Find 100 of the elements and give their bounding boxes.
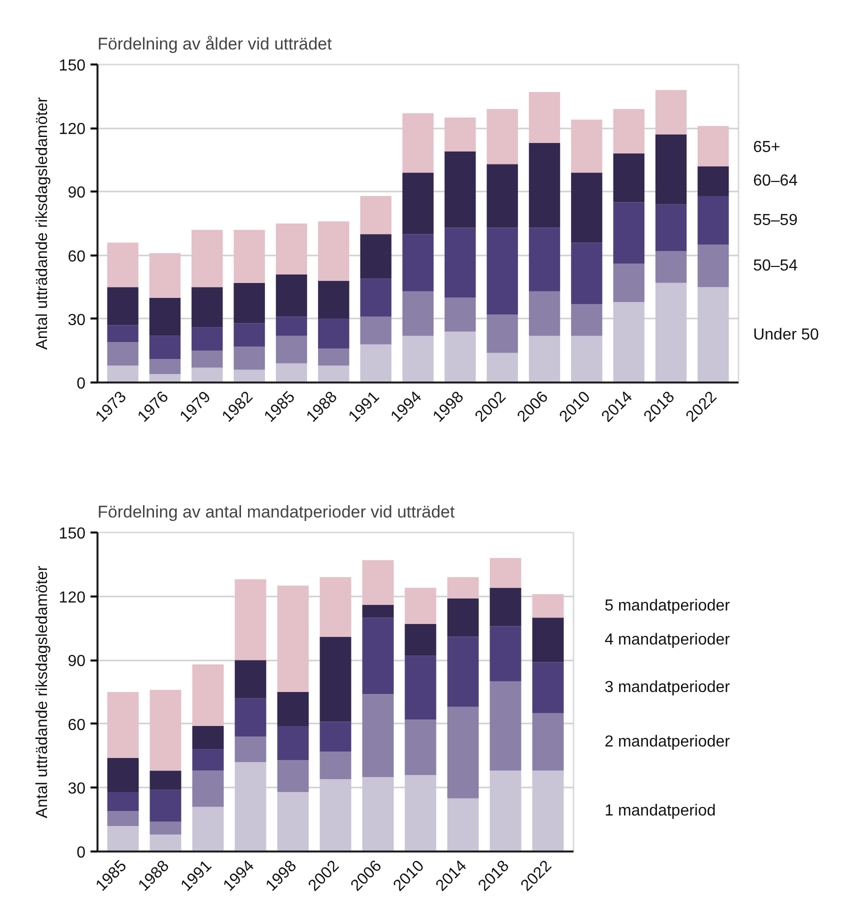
bar: [107, 826, 139, 852]
bar: [276, 316, 308, 336]
y-axis-title: Antal utträdande riksdagsledamöter: [34, 565, 51, 818]
text: 5 mandatperioder: [604, 597, 731, 614]
bar: [532, 662, 564, 714]
bar: [571, 242, 602, 304]
bar: [149, 298, 181, 336]
bar: [150, 790, 182, 822]
bar: [318, 280, 350, 319]
bar: [613, 154, 644, 202]
y-tick-label: 60: [68, 716, 86, 734]
bar: [486, 164, 518, 228]
bar: [360, 234, 392, 279]
bar: [528, 336, 560, 382]
bar: [532, 594, 564, 618]
bar: [234, 579, 266, 660]
bar: [402, 234, 434, 292]
bar: [613, 109, 644, 154]
bar: [277, 692, 309, 726]
series-label: 60–64: [753, 172, 798, 190]
bar: [192, 749, 224, 771]
bar: [444, 118, 476, 152]
bar: [447, 636, 479, 707]
bar: [192, 287, 223, 328]
text: 3 mandatperioder: [604, 679, 731, 696]
y-tick-label: 0: [76, 376, 86, 392]
bar: [613, 202, 644, 264]
bar: [486, 314, 518, 353]
bar: [150, 834, 182, 852]
bar: [192, 664, 224, 726]
bar: [107, 792, 139, 812]
series-label: 50–54: [753, 257, 798, 274]
bar: [360, 196, 392, 234]
bar: [276, 224, 308, 274]
bar: [444, 228, 476, 298]
bar: [571, 336, 602, 382]
bar: [402, 172, 434, 234]
bar: [362, 604, 394, 618]
y-tick-label: 150: [58, 58, 86, 74]
bar: [277, 792, 309, 852]
bar: [277, 726, 309, 760]
bar: [277, 760, 309, 792]
bar: [404, 624, 436, 656]
bar: [402, 336, 434, 382]
bar: [360, 344, 392, 382]
y-tick-label: 120: [58, 121, 86, 138]
bar: [362, 618, 394, 694]
bar: [447, 598, 479, 637]
text: 1 mandatperiod: [604, 802, 716, 820]
bar: [360, 278, 392, 317]
bar: [404, 656, 436, 720]
bar: [698, 126, 729, 166]
bar: [532, 713, 564, 771]
bar: [490, 626, 522, 682]
bar: [532, 618, 564, 662]
bar: [320, 636, 352, 722]
bar: [655, 134, 687, 204]
bar: [655, 251, 687, 283]
y-tick-label: 120: [58, 589, 86, 606]
bar: [360, 316, 392, 344]
y-tick-label: 30: [68, 312, 86, 329]
y-tick-label: 90: [68, 653, 86, 670]
bar: [490, 681, 522, 771]
bar: [486, 109, 518, 164]
y-axis-title: Antal utträdande riksdagsledamöter: [34, 96, 51, 350]
y-tick-label: 150: [58, 526, 86, 542]
bar: [404, 720, 436, 775]
bar: [318, 221, 350, 281]
bar: [234, 698, 266, 737]
bar: [149, 336, 181, 360]
bar: [234, 660, 266, 698]
y-tick-label: 90: [68, 184, 86, 202]
bar: [698, 166, 729, 196]
bar: [320, 722, 352, 752]
bar: [528, 291, 560, 336]
chart-title: Fördelning av antal mandatperioder vid utträdet: [98, 502, 455, 522]
bar: [192, 327, 223, 351]
bar: [571, 304, 602, 336]
bar: [150, 822, 182, 834]
bar: [444, 151, 476, 228]
bar: [107, 342, 138, 366]
bar: [320, 752, 352, 780]
y-tick-label: 0: [76, 844, 86, 862]
series-label: 55–59: [753, 212, 798, 229]
bar: [107, 366, 138, 382]
series-label: Under 50: [753, 326, 820, 344]
bar: [404, 588, 436, 624]
text: 4 mandatperioder: [604, 631, 731, 648]
bar: [107, 287, 138, 326]
bar: [447, 798, 479, 852]
bar: [444, 332, 476, 382]
bar: [107, 758, 139, 792]
bar: [402, 113, 434, 173]
y-tick-label: 30: [68, 780, 86, 798]
bar: [571, 120, 602, 173]
bar: [318, 318, 350, 349]
bar: [234, 230, 265, 283]
bar: [490, 558, 522, 588]
bar: [402, 291, 434, 336]
bar: [149, 253, 181, 298]
